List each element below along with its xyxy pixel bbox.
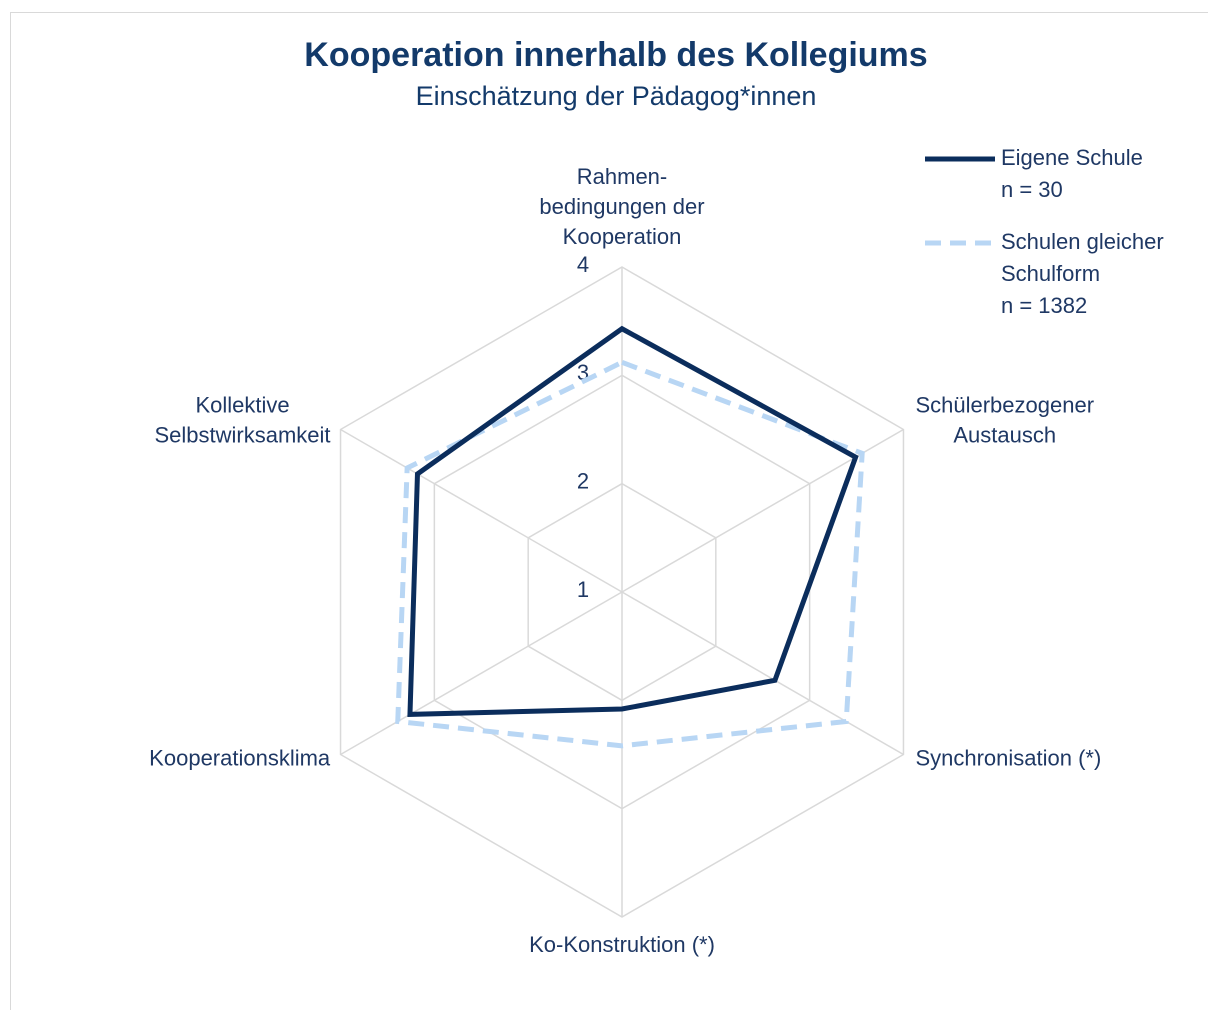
r-tick-label: 4 [577, 252, 589, 277]
r-tick-label: 2 [577, 468, 589, 493]
chart-title: Kooperation innerhalb des Kollegiums [304, 36, 927, 74]
category-label-line: Kollektive [195, 392, 289, 417]
legend-label: Schulform [1001, 261, 1100, 286]
legend-label: n = 1382 [1001, 293, 1087, 318]
category-label: Kooperationsklima [149, 745, 331, 770]
legend-label: Schulen gleicher [1001, 229, 1164, 254]
category-label: Ko-Konstruktion (*) [529, 932, 715, 957]
r-tick-label: 1 [577, 577, 589, 602]
category-label: Synchronisation (*) [915, 745, 1101, 770]
category-label-line: Kooperationsklima [149, 745, 331, 770]
legend-label: Eigene Schule [1001, 145, 1143, 170]
category-label-line: Rahmen- [577, 164, 667, 189]
spoke [621, 591, 904, 756]
legend-label: n = 30 [1001, 177, 1063, 202]
series-line [407, 325, 859, 717]
chart-subtitle: Einschätzung der Pädagog*innen [416, 81, 817, 111]
category-label-line: Kooperation [563, 224, 682, 249]
category-label: Kollektive Selbstwirksamkeit [154, 392, 330, 447]
category-label-line: Ko-Konstruktion (*) [529, 932, 715, 957]
category-label: Schülerbezogener Austausch [915, 392, 1094, 447]
category-label-line: Austausch [953, 422, 1056, 447]
chart-frame [10, 12, 1208, 1010]
spoke [340, 591, 623, 756]
category-label-line: Synchronisation (*) [915, 745, 1101, 770]
spoke [340, 428, 623, 593]
category-label-line: Selbstwirksamkeit [154, 422, 330, 447]
series-line [395, 359, 865, 749]
category-label: Rahmen-bedingungen der Kooperation [539, 164, 704, 249]
category-label-line: Schülerbezogener [915, 392, 1094, 417]
category-label-line: bedingungen der [539, 194, 704, 219]
